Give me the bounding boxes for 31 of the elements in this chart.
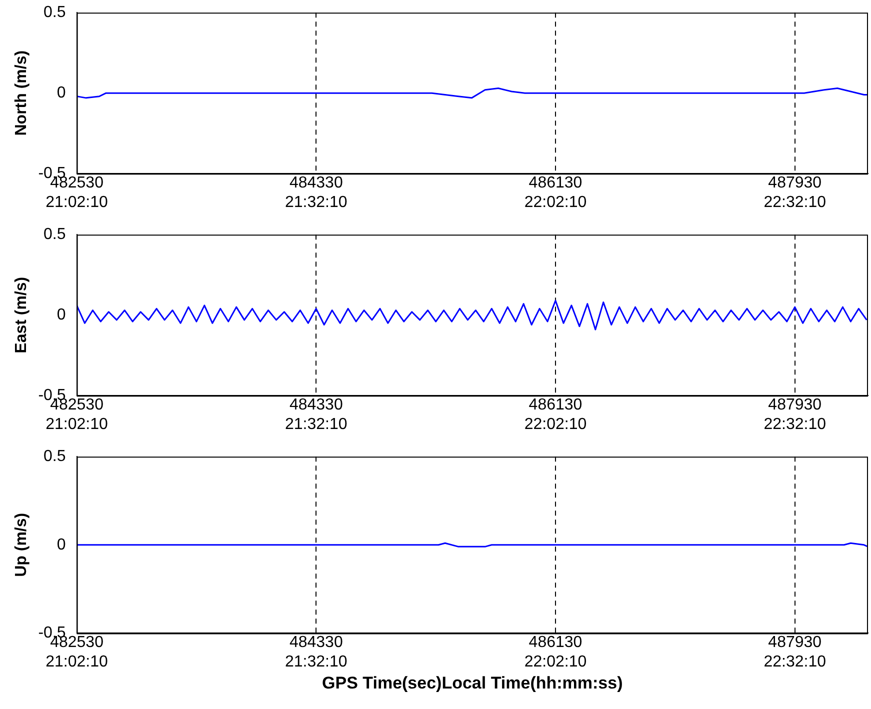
x2-tick-label: 22:02:10 <box>524 416 587 433</box>
x-tick-label: 484330 <box>289 634 343 652</box>
y-tick-label: 0.5 <box>44 226 66 244</box>
x-tick-label: 487930 <box>768 396 822 414</box>
y-tick-label: 0 <box>56 536 66 554</box>
x-tick-label: 487930 <box>768 634 822 652</box>
x2-tick-label: 21:02:10 <box>46 194 108 211</box>
x2-tick-label: 22:02:10 <box>524 194 587 211</box>
x2-tick-label: 21:32:10 <box>284 653 348 670</box>
x2-tick-label: 21:02:10 <box>46 653 108 670</box>
x-tick-label: 487930 <box>768 174 822 192</box>
y-axis-title: Up (m/s) <box>13 512 30 577</box>
x-tick-label: 484330 <box>289 396 343 414</box>
y-axis-title: East (m/s) <box>13 276 30 354</box>
x2-tick-label: 22:32:10 <box>764 194 826 211</box>
x2-tick-label: 22:32:10 <box>764 653 826 670</box>
y-tick-label: 0.5 <box>44 448 66 466</box>
x2-tick-label: 21:32:10 <box>284 194 348 211</box>
y-axis-title: North (m/s) <box>13 50 30 136</box>
x2-tick-label: 22:32:10 <box>764 416 826 433</box>
x-tick-label: 486130 <box>528 396 582 414</box>
x2-tick-label: 21:02:10 <box>46 416 108 433</box>
x2-axis-title: GPS Time(sec)Local Time(hh:mm:ss) <box>322 673 623 692</box>
y-tick-label: 0 <box>56 306 66 324</box>
y-tick-label: 0 <box>56 84 66 102</box>
y-tick-label: 0.5 <box>44 4 66 22</box>
x-tick-label: 484330 <box>289 174 343 192</box>
x2-tick-label: 22:02:10 <box>524 653 587 670</box>
x2-tick-label: 21:32:10 <box>284 416 348 433</box>
x-tick-label: 486130 <box>528 174 582 192</box>
x-tick-label: 486130 <box>528 634 582 652</box>
